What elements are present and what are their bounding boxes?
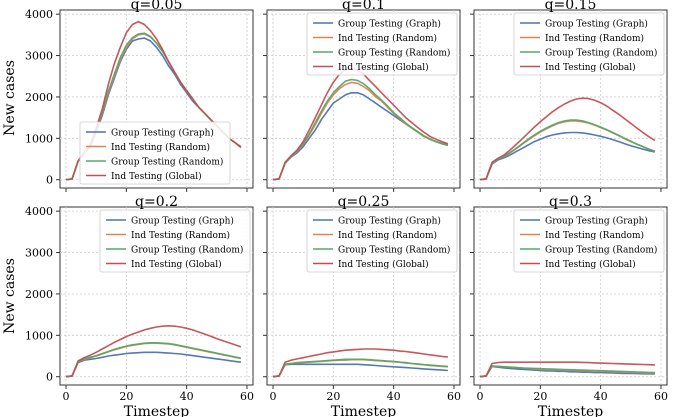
legend-box: [306, 209, 458, 273]
legend-box: [79, 121, 231, 185]
legend-box: [513, 12, 665, 76]
y-tick-label: 3000: [25, 247, 53, 260]
legend-label: Ind Testing (Global): [131, 259, 222, 270]
y-axis-label-bottom: New cases: [2, 258, 18, 334]
y-tick-label: 2000: [25, 91, 53, 104]
panel-title: q=0.05: [131, 0, 183, 13]
x-tick-label: 60: [654, 390, 668, 403]
y-tick-label: 1000: [25, 329, 53, 342]
series-line-4: [479, 97, 656, 181]
y-axis-label-top: New cases: [2, 60, 18, 136]
x-axis-label: Timestep: [331, 404, 396, 417]
x-axis-label: Timestep: [124, 404, 189, 417]
legend-label: Group Testing (Random): [131, 245, 243, 256]
legend: Group Testing (Graph) Ind Testing (Random…: [513, 12, 665, 76]
legend-label: Ind Testing (Random): [545, 33, 644, 44]
legend-box: [513, 209, 665, 273]
series-line-1: [479, 131, 656, 181]
y-tick-label: 4000: [25, 8, 53, 21]
y-tick-label: 2000: [25, 288, 53, 301]
legend-label: Group Testing (Graph): [111, 128, 214, 139]
legend-label: Group Testing (Graph): [338, 19, 441, 30]
panel-title: q=0.1: [342, 0, 385, 13]
x-tick-label: 40: [594, 390, 608, 403]
panel-2: q=0.1 Group Testing (Graph) Ind Testing (R…: [263, 0, 461, 192]
series-line-3: [272, 78, 449, 181]
x-tick-label: 0: [270, 390, 277, 403]
x-tick-label: 40: [180, 390, 194, 403]
legend: Group Testing (Graph) Ind Testing (Random…: [99, 209, 251, 273]
panel-5: 0 20 40 60 q=0.25 Timestep Group Testing (Grap…: [263, 194, 461, 417]
panel-1: 0 1000 2000 3000 4000 q=0.05 Group Testing (Gr…: [25, 0, 254, 192]
legend-label: Ind Testing (Global): [338, 259, 429, 270]
legend-box: [99, 209, 251, 273]
legend-label: Ind Testing (Global): [545, 259, 636, 270]
x-tick-label: 0: [63, 390, 70, 403]
y-tick-label: 3000: [25, 50, 53, 63]
series-line-4: [272, 348, 448, 378]
x-tick-label: 20: [326, 390, 340, 403]
legend-label: Group Testing (Random): [338, 245, 450, 256]
legend-label: Group Testing (Graph): [545, 216, 648, 227]
legend: Group Testing (Graph) Ind Testing (Random…: [306, 12, 458, 76]
x-tick-label: 60: [240, 390, 254, 403]
panel-title: q=0.2: [135, 194, 178, 210]
panel-title: q=0.15: [545, 0, 597, 13]
legend-label: Ind Testing (Global): [545, 62, 636, 73]
series-line-3: [272, 358, 448, 378]
legend-label: Group Testing (Graph): [545, 19, 648, 30]
y-tick-label: 1000: [25, 132, 53, 145]
legend-label: Ind Testing (Global): [111, 171, 202, 182]
legend-label: Group Testing (Graph): [338, 216, 441, 227]
legend: Group Testing (Graph) Ind Testing (Random…: [79, 121, 231, 185]
legend: Group Testing (Graph) Ind Testing (Random…: [306, 209, 458, 273]
series-line-3: [65, 341, 242, 378]
y-tick-label: 0: [46, 371, 53, 384]
series-line-4: [479, 361, 655, 378]
legend-label: Ind Testing (Random): [111, 142, 210, 153]
x-tick-label: 0: [477, 390, 484, 403]
panel-3: q=0.15 Group Testing (Graph) Ind Testing (…: [470, 0, 668, 192]
x-tick-label: 60: [447, 390, 461, 403]
legend-label: Group Testing (Graph): [131, 216, 234, 227]
series-line-1: [272, 363, 448, 378]
series-line-3: [479, 119, 656, 181]
legend-label: Ind Testing (Random): [338, 33, 437, 44]
legend-label: Group Testing (Random): [545, 245, 657, 256]
x-tick-label: 20: [533, 390, 547, 403]
legend-label: Ind Testing (Random): [338, 230, 437, 241]
legend-box: [306, 12, 458, 76]
legend: Group Testing (Graph) Ind Testing (Random…: [513, 209, 665, 273]
x-axis-label: Timestep: [538, 404, 603, 417]
legend-label: Group Testing (Random): [545, 48, 657, 59]
y-tick-label: 0: [46, 174, 53, 187]
panel-4: 0 20 40 60 0 1000 2000 3000 4000 q=0.2 Timestep Gro…: [25, 194, 254, 417]
series-line-3: [479, 365, 655, 378]
x-tick-label: 40: [387, 390, 401, 403]
legend-label: Group Testing (Random): [338, 48, 450, 59]
legend-label: Ind Testing (Global): [338, 62, 429, 73]
legend-label: Group Testing (Random): [111, 157, 223, 168]
x-tick-label: 20: [119, 390, 133, 403]
panel-title: q=0.3: [549, 194, 592, 210]
panel-title: q=0.25: [338, 194, 390, 210]
legend-label: Ind Testing (Random): [545, 230, 644, 241]
y-tick-label: 4000: [25, 205, 53, 218]
legend-label: Ind Testing (Random): [131, 230, 230, 241]
series-line-1: [65, 351, 242, 378]
series-line-4: [65, 324, 242, 378]
series-line-1: [479, 365, 655, 378]
panel-6: 0 20 40 60 q=0.3 Timestep Group Testing (Graph…: [470, 194, 668, 417]
